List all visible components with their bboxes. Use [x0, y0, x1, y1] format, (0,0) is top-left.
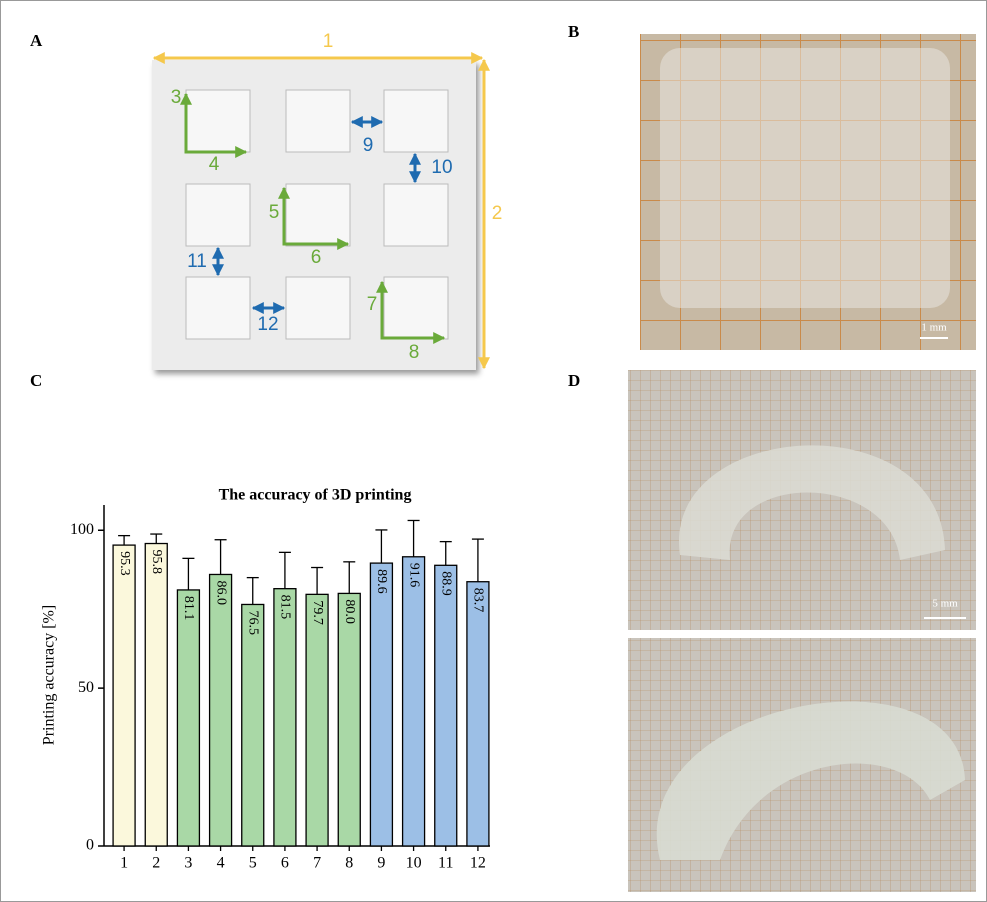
figure: A B C D 1 2 3 4 5 6 7 8 9 10 11 12 1 mm … [0, 0, 987, 902]
x-tick-label: 7 [313, 855, 321, 872]
annotation: 10 [431, 157, 452, 178]
value-label: 83.7 [471, 588, 486, 613]
annotation: 9 [363, 135, 374, 156]
annotation: 2 [492, 203, 503, 224]
panel-label: A [30, 31, 43, 50]
annotation: 6 [311, 247, 322, 268]
x-tick-label: 4 [217, 855, 225, 872]
annotation: 12 [257, 314, 278, 335]
annotation: 3 [171, 87, 182, 108]
panel-label: B [568, 22, 579, 41]
bar [274, 589, 296, 846]
value-label: 89.6 [374, 569, 389, 594]
value-label: 76.5 [246, 610, 261, 635]
annotation: 4 [209, 154, 220, 175]
value-label: 88.9 [439, 571, 454, 596]
value-label: 79.7 [310, 600, 325, 625]
annotation: 11 [187, 251, 207, 272]
chart-title: The accuracy of 3D printing [219, 487, 412, 504]
scale-bar-label: 5 mm [932, 598, 958, 610]
x-tick-label: 12 [470, 855, 486, 872]
panel-label: C [30, 371, 42, 390]
y-tick-label: 50 [78, 679, 94, 696]
x-tick-label: 9 [377, 855, 385, 872]
bar [306, 594, 328, 846]
x-tick-label: 2 [152, 855, 160, 872]
value-label: 95.3 [117, 551, 132, 576]
x-tick-label: 10 [406, 855, 422, 872]
value-label: 80.0 [342, 599, 357, 624]
x-tick-label: 6 [281, 855, 289, 872]
value-label: 81.5 [278, 595, 293, 620]
bar [177, 590, 199, 846]
y-tick-label: 0 [86, 837, 94, 854]
x-tick-label: 1 [120, 855, 128, 872]
annotation: 1 [323, 31, 334, 52]
bar [467, 582, 489, 846]
plot: 0 50 100 1 95.3 2 95.8 3 81.1 4 86.0 5 76.5 6 81.5 7 79.… [70, 505, 490, 872]
y-tick-label: 100 [70, 521, 94, 538]
photo: 1 mm [640, 34, 976, 350]
bar [370, 563, 392, 846]
panel-label: D [568, 371, 580, 390]
x-tick-label: 8 [345, 855, 353, 872]
x-tick-label: 3 [184, 855, 192, 872]
bar [338, 593, 360, 846]
annotation: 8 [409, 342, 420, 363]
value-label: 91.6 [406, 563, 421, 588]
annotation: 7 [367, 294, 378, 315]
y-axis-label: Printing accuracy [%] [41, 605, 58, 745]
value-label: 81.1 [181, 596, 196, 621]
bar [113, 545, 135, 846]
scale-bar-label: 1 mm [921, 322, 947, 334]
bar [145, 544, 167, 846]
x-tick-label: 5 [249, 855, 257, 872]
x-tick-label: 11 [438, 855, 453, 872]
bar [242, 604, 264, 846]
bar [210, 574, 232, 846]
annotation: 5 [269, 202, 280, 223]
photo: 5 mm [628, 370, 976, 892]
bar [435, 565, 457, 846]
value-label: 86.0 [213, 580, 228, 605]
value-label: 95.8 [149, 550, 164, 575]
schematic: 1 2 3 4 5 6 7 8 9 10 11 12 [152, 31, 502, 370]
bar [403, 557, 425, 846]
